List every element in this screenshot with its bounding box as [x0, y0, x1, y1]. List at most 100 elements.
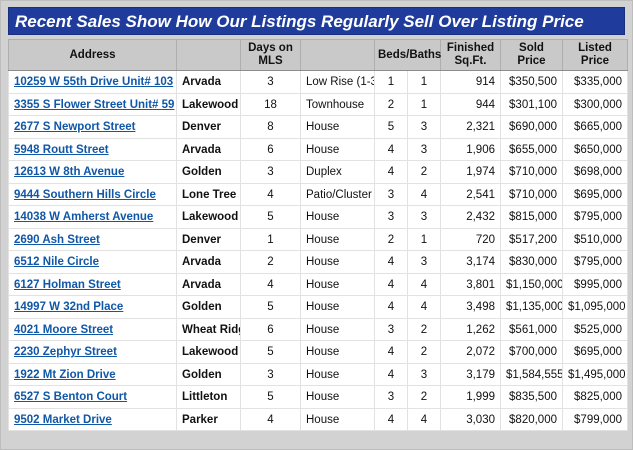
cell-property-type: House	[300, 115, 375, 139]
address-link[interactable]: 5948 Routt Street	[14, 143, 109, 156]
cell-beds: 4	[374, 160, 408, 184]
table-row: 6127 Holman Street Arvada 4 House 4 4 3,…	[8, 272, 628, 297]
cell-beds: 1	[374, 70, 408, 94]
cell-finished-sqft: 3,498	[440, 295, 501, 319]
table-row: 1922 Mt Zion Drive Golden 3 House 4 3 3,…	[8, 362, 628, 387]
cell-finished-sqft: 1,906	[440, 137, 501, 162]
cell-city: Golden	[176, 160, 241, 184]
cell-baths: 1	[407, 227, 441, 252]
table-row: 2677 S Newport Street Denver 8 House 5 3…	[8, 115, 628, 139]
cell-days-on-mls: 3	[240, 160, 301, 184]
cell-city: Golden	[176, 362, 241, 387]
cell-address: 12613 W 8th Avenue	[8, 160, 177, 184]
header-address: Address	[8, 38, 177, 72]
cell-listed-price: $525,000	[562, 317, 628, 342]
cell-address: 10259 W 55th Drive Unit# 103	[8, 70, 177, 94]
cell-city: Arvada	[176, 137, 241, 162]
cell-city: Denver	[176, 115, 241, 139]
cell-finished-sqft: 914	[440, 70, 501, 94]
table-row: 4021 Moore Street Wheat Ridge 6 House 3 …	[8, 317, 628, 342]
cell-sold-price: $561,000	[500, 317, 563, 342]
header-beds-baths: Beds/Baths	[374, 38, 441, 72]
cell-address: 5948 Routt Street	[8, 137, 177, 162]
cell-sold-price: $815,000	[500, 205, 563, 229]
address-link[interactable]: 10259 W 55th Drive Unit# 103	[14, 76, 174, 89]
cell-sold-price: $690,000	[500, 115, 563, 139]
header-type-blank	[300, 38, 375, 72]
address-link[interactable]: 3355 S Flower Street Unit# 59	[14, 98, 175, 111]
cell-beds: 4	[374, 362, 408, 387]
cell-sold-price: $1,150,000	[500, 272, 563, 297]
cell-baths: 4	[407, 272, 441, 297]
cell-baths: 3	[407, 115, 441, 139]
cell-sold-price: $700,000	[500, 340, 563, 364]
cell-finished-sqft: 3,179	[440, 362, 501, 387]
cell-city: Lakewood	[176, 92, 241, 117]
cell-days-on-mls: 2	[240, 250, 301, 274]
address-link[interactable]: 2230 Zephyr Street	[14, 346, 117, 359]
cell-address: 9444 Southern Hills Circle	[8, 182, 177, 207]
cell-days-on-mls: 5	[240, 205, 301, 229]
cell-address: 14997 W 32nd Place	[8, 295, 177, 319]
address-link[interactable]: 6127 Holman Street	[14, 278, 121, 291]
cell-finished-sqft: 3,174	[440, 250, 501, 274]
cell-city: Denver	[176, 227, 241, 252]
cell-finished-sqft: 2,321	[440, 115, 501, 139]
cell-days-on-mls: 3	[240, 362, 301, 387]
cell-property-type: House	[300, 317, 375, 342]
cell-finished-sqft: 720	[440, 227, 501, 252]
cell-address: 2230 Zephyr Street	[8, 340, 177, 364]
cell-baths: 4	[407, 407, 441, 432]
address-link[interactable]: 14038 W Amherst Avenue	[14, 211, 154, 224]
address-link[interactable]: 4021 Moore Street	[14, 323, 114, 336]
table-row: 14997 W 32nd Place Golden 5 House 4 4 3,…	[8, 295, 628, 319]
table-row: 12613 W 8th Avenue Golden 3 Duplex 4 2 1…	[8, 160, 628, 184]
cell-days-on-mls: 5	[240, 295, 301, 319]
cell-baths: 3	[407, 362, 441, 387]
table-row: 2690 Ash Street Denver 1 House 2 1 720 $…	[8, 227, 628, 252]
cell-days-on-mls: 4	[240, 182, 301, 207]
header-days-on-mls: Days on MLS	[240, 38, 301, 72]
address-link[interactable]: 6512 Nile Circle	[14, 256, 100, 269]
cell-days-on-mls: 5	[240, 385, 301, 409]
header-listed-price: Listed Price	[562, 38, 628, 72]
cell-address: 6512 Nile Circle	[8, 250, 177, 274]
cell-beds: 4	[374, 407, 408, 432]
cell-city: Parker	[176, 407, 241, 432]
table-row: 5948 Routt Street Arvada 6 House 4 3 1,9…	[8, 137, 628, 162]
cell-baths: 4	[407, 182, 441, 207]
cell-listed-price: $335,000	[562, 70, 628, 94]
address-link[interactable]: 2677 S Newport Street	[14, 121, 136, 134]
cell-city: Lakewood	[176, 340, 241, 364]
address-link[interactable]: 2690 Ash Street	[14, 233, 100, 246]
address-link[interactable]: 12613 W 8th Avenue	[14, 166, 125, 179]
address-link[interactable]: 9502 Market Drive	[14, 413, 112, 426]
cell-beds: 3	[374, 385, 408, 409]
cell-property-type: House	[300, 250, 375, 274]
cell-days-on-mls: 8	[240, 115, 301, 139]
cell-property-type: House	[300, 227, 375, 252]
cell-listed-price: $799,000	[562, 407, 628, 432]
cell-sold-price: $1,584,555	[500, 362, 563, 387]
cell-sold-price: $710,000	[500, 160, 563, 184]
address-link[interactable]: 6527 S Benton Court	[14, 391, 128, 404]
cell-beds: 2	[374, 92, 408, 117]
address-link[interactable]: 14997 W 32nd Place	[14, 301, 124, 314]
cell-beds: 4	[374, 137, 408, 162]
cell-address: 6527 S Benton Court	[8, 385, 177, 409]
cell-beds: 3	[374, 317, 408, 342]
cell-listed-price: $698,000	[562, 160, 628, 184]
cell-sold-price: $830,000	[500, 250, 563, 274]
cell-sold-price: $1,135,000	[500, 295, 563, 319]
cell-finished-sqft: 1,999	[440, 385, 501, 409]
cell-property-type: House	[300, 385, 375, 409]
address-link[interactable]: 1922 Mt Zion Drive	[14, 368, 116, 381]
address-link[interactable]: 9444 Southern Hills Circle	[14, 188, 156, 201]
table-row: 2230 Zephyr Street Lakewood 5 House 4 2 …	[8, 340, 628, 364]
cell-days-on-mls: 5	[240, 340, 301, 364]
cell-days-on-mls: 1	[240, 227, 301, 252]
cell-property-type: House	[300, 205, 375, 229]
cell-baths: 3	[407, 137, 441, 162]
cell-property-type: House	[300, 295, 375, 319]
